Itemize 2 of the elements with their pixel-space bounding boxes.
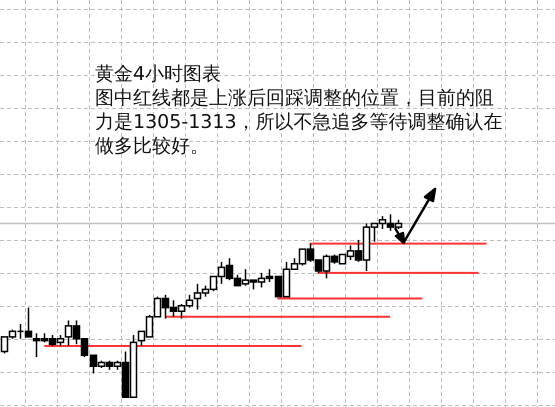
text: 图中红线都是上涨后回踩调整的位置，目前的阻力是1305-1313，所以不急追多等待调整确认在做多比较好。 <box>95 86 504 158</box>
chart-title: 黄金4小时图表 <box>95 62 222 86</box>
